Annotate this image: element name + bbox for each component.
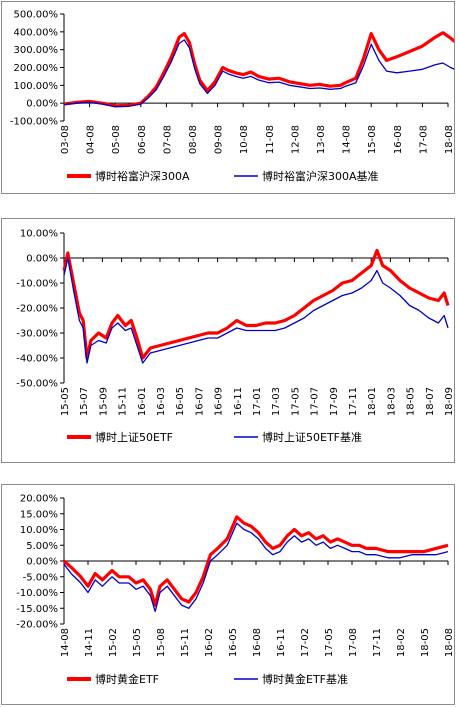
x-tick-label: 06-08	[137, 125, 148, 154]
x-tick-label: 15-08	[367, 125, 378, 154]
x-tick-label: 08-08	[188, 125, 199, 154]
x-tick-label: 16-08	[252, 628, 263, 657]
x-tick-label: 12-08	[290, 125, 301, 154]
x-tick-label: 03-08	[60, 125, 71, 154]
x-tick-label: 16-05	[228, 628, 239, 657]
y-tick-label: -100.00%	[10, 117, 58, 128]
y-tick-label: -10.00%	[16, 588, 58, 599]
x-tick-label: 16-02	[204, 628, 215, 657]
x-tick-label: 05-08	[111, 125, 122, 154]
x-tick-label: 07-08	[162, 125, 173, 154]
legend-label: 博时裕富沪深300A	[95, 169, 190, 183]
x-tick-label: 17-08	[418, 125, 429, 154]
x-tick-label: 16-05	[175, 387, 186, 416]
x-tick-label: 18-07	[425, 387, 436, 416]
y-tick-label: 500.00%	[14, 10, 59, 21]
y-tick-label: -5.00%	[23, 572, 58, 583]
x-tick-label: 11-08	[265, 125, 276, 154]
y-tick-label: 200.00%	[14, 63, 59, 74]
y-tick-label: 100.00%	[14, 81, 59, 92]
x-tick-label: 15-08	[156, 628, 167, 657]
x-tick-label: 18-09	[444, 387, 454, 416]
x-tick-label: 16-08	[393, 125, 404, 154]
y-tick-label: 0.00%	[26, 557, 58, 568]
x-tick-label: 14-08	[60, 628, 71, 657]
x-tick-label: 18-05	[406, 387, 417, 416]
y-tick-label: 10.00%	[20, 229, 58, 240]
legend-label: 博时上证50ETF基准	[262, 431, 362, 444]
y-tick-label: 15.00%	[20, 509, 58, 520]
y-tick-label: 300.00%	[14, 45, 59, 56]
x-tick-label: 09-08	[214, 125, 225, 154]
y-tick-label: 0.00%	[26, 254, 58, 265]
y-tick-label: -15.00%	[16, 604, 58, 615]
x-tick-label: 16-03	[156, 387, 167, 416]
x-tick-label: 18-08	[444, 125, 454, 154]
series-line-fund	[63, 31, 454, 108]
y-tick-label: 20.00%	[20, 494, 58, 505]
x-tick-label: 15-05	[132, 628, 143, 657]
x-tick-label: 15-09	[98, 387, 109, 416]
legend-label: 博时黄金ETF基准	[262, 672, 348, 686]
x-tick-label: 14-08	[342, 125, 353, 154]
x-tick-label: 16-11	[233, 387, 244, 416]
series-line-benchmark	[63, 522, 449, 613]
chart-panel-hs300: 500.00% 400.00% 300.00% 200.00% 100.00% 0.00%…	[1, 1, 455, 194]
x-tick-label: 14-11	[84, 628, 95, 657]
y-tick-label: -30.00%	[16, 329, 58, 340]
x-tick-label: 10-08	[239, 125, 250, 154]
x-tick-label: 04-08	[86, 125, 97, 154]
chart-panel-gold: 20.00% 15.00% 10.00% 5.00% 0.00% -5.00% -10.00…	[1, 484, 455, 705]
x-tick-label: 16-01	[137, 387, 148, 416]
x-tick-label: 15-05	[60, 387, 71, 416]
x-tick-label: 16-09	[214, 387, 225, 416]
y-tick-label: -10.00%	[16, 279, 58, 290]
x-tick-label: 17-03	[271, 387, 282, 416]
x-tick-label: 15-02	[108, 628, 119, 657]
x-tick-label: 13-08	[316, 125, 327, 154]
series-line-fund	[62, 248, 450, 360]
x-tick-label: 17-02	[300, 628, 311, 657]
y-tick-label: 10.00%	[20, 525, 58, 536]
chart-sz50: 10.00% 0.00% -10.00% -20.00% -30.00% -40.00% -…	[16, 229, 454, 445]
series-line-fund	[62, 515, 449, 607]
y-tick-label: -40.00%	[16, 354, 58, 365]
legend-label: 博时裕富沪深300A基准	[262, 169, 379, 183]
y-tick-label: 5.00%	[26, 541, 58, 552]
legend-label: 博时上证50ETF	[95, 431, 173, 444]
x-tick-label: 17-09	[329, 387, 340, 416]
x-tick-label: 15-11	[180, 628, 191, 657]
x-tick-label: 17-05	[290, 387, 301, 416]
x-tick-label: 17-11	[348, 387, 359, 416]
legend-label: 博时黄金ETF	[95, 672, 159, 686]
y-tick-label: 400.00%	[14, 27, 59, 38]
x-tick-label: 18-08	[444, 628, 454, 657]
chart-panel-sz50: 10.00% 0.00% -10.00% -20.00% -30.00% -40.00% -…	[1, 218, 455, 463]
y-tick-label: 0.00%	[26, 99, 58, 110]
x-tick-label: 17-07	[310, 387, 321, 416]
y-tick-label: -20.00%	[16, 620, 58, 631]
x-tick-label: 17-05	[324, 628, 335, 657]
y-tick-label: -20.00%	[16, 304, 58, 315]
y-tick-label: -50.00%	[16, 379, 58, 390]
series-line-benchmark	[63, 39, 454, 108]
chart-gold: 20.00% 15.00% 10.00% 5.00% 0.00% -5.00% -10.00…	[16, 494, 454, 687]
x-tick-label: 17-08	[348, 628, 359, 657]
x-tick-label: 17-11	[372, 628, 383, 657]
x-tick-label: 15-07	[79, 387, 90, 416]
x-tick-label: 16-11	[276, 628, 287, 657]
series-line-benchmark	[63, 257, 449, 364]
x-tick-label: 18-02	[396, 628, 407, 657]
x-tick-label: 17-01	[252, 387, 263, 416]
x-tick-label: 18-05	[420, 628, 431, 657]
x-tick-label: 18-03	[386, 387, 397, 416]
chart-hs300: 500.00% 400.00% 300.00% 200.00% 100.00% 0.00%…	[10, 10, 454, 183]
x-tick-label: 16-07	[194, 387, 205, 416]
x-tick-label: 18-01	[367, 387, 378, 416]
x-tick-label: 15-11	[118, 387, 129, 416]
